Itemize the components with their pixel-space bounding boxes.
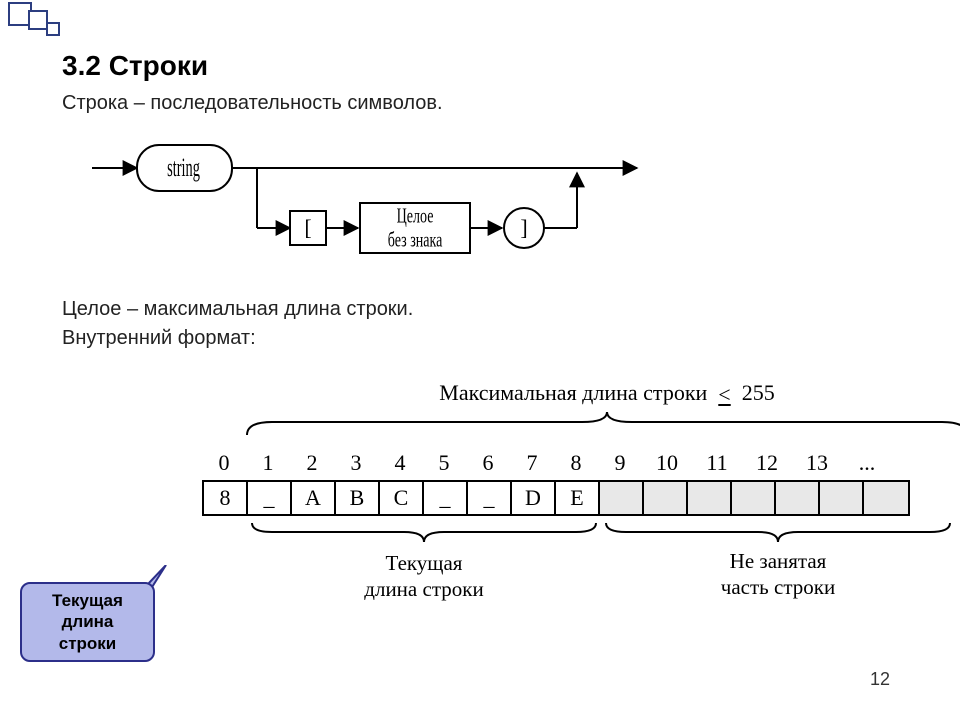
memory-cell: _	[248, 482, 292, 514]
memory-cell: D	[512, 482, 556, 514]
definition-text: Строка – последовательность символов.	[62, 92, 900, 115]
int-note-text: Целое – максимальная длина строки.	[62, 298, 900, 321]
current-length-label: Текущая длина строки	[248, 550, 600, 603]
cell-row: 8_ABC__DE	[202, 480, 910, 516]
memory-cell	[776, 482, 820, 514]
memory-cell: E	[556, 482, 600, 514]
index-label: 1	[246, 450, 290, 476]
memory-cell	[732, 482, 776, 514]
current-length-callout: Текущая длина строки	[20, 582, 155, 662]
svg-text:[: [	[304, 215, 311, 240]
memory-layout: Максимальная длина строки < 255 01234567…	[62, 380, 900, 670]
memory-cell	[644, 482, 688, 514]
index-label: ...	[842, 450, 892, 476]
section-title: 3.2 Строки	[62, 50, 900, 82]
memory-cell	[864, 482, 908, 514]
memory-cell	[820, 482, 864, 514]
svg-text:]: ]	[520, 215, 527, 240]
top-brace	[242, 410, 960, 438]
index-label: 10	[642, 450, 692, 476]
memory-cell	[600, 482, 644, 514]
index-label: 2	[290, 450, 334, 476]
index-label: 11	[692, 450, 742, 476]
index-label: 13	[792, 450, 842, 476]
memory-cell: C	[380, 482, 424, 514]
page-number: 12	[870, 669, 890, 690]
index-row: 012345678910111213...	[202, 450, 892, 476]
unused-brace	[602, 520, 954, 545]
unused-label: Не занятая часть строки	[602, 548, 954, 601]
index-label: 5	[422, 450, 466, 476]
index-label: 12	[742, 450, 792, 476]
internal-format-label: Внутренний формат:	[62, 327, 900, 350]
svg-text:string: string	[167, 152, 200, 182]
index-label: 3	[334, 450, 378, 476]
memory-cell: A	[292, 482, 336, 514]
syntax-diagram: string [ Целое без знака ]	[82, 133, 642, 273]
index-label: 9	[598, 450, 642, 476]
index-label: 4	[378, 450, 422, 476]
svg-text:Целое: Целое	[397, 204, 434, 228]
current-length-brace	[248, 520, 600, 545]
memory-cell: 8	[204, 482, 248, 514]
memory-cell: _	[424, 482, 468, 514]
max-length-label: Максимальная длина строки < 255	[287, 380, 927, 406]
index-label: 7	[510, 450, 554, 476]
index-label: 0	[202, 450, 246, 476]
memory-cell: _	[468, 482, 512, 514]
svg-text:без знака: без знака	[388, 227, 443, 251]
index-label: 6	[466, 450, 510, 476]
memory-cell: B	[336, 482, 380, 514]
index-label: 8	[554, 450, 598, 476]
memory-cell	[688, 482, 732, 514]
